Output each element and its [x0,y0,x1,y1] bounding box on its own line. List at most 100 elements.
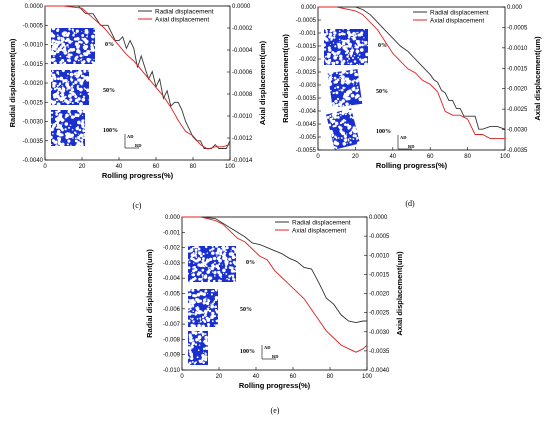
microstructure-inset [186,330,209,366]
microstructure-inset-grain [75,137,77,140]
microstructure-inset-grain [57,87,62,92]
microstructure-inset-grain [346,90,350,95]
microstructure-inset-grain [192,246,195,249]
y2-tick-label: -0.0005 [369,234,390,240]
microstructure-inset-grain [340,114,342,117]
microstructure-inset-grain [51,100,53,103]
microstructure-inset-grain [217,247,221,251]
microstructure-inset-grain [53,58,56,61]
microstructure-inset-grain [81,30,83,32]
microstructure-inset-grain [50,76,54,80]
microstructure-inset-grain [192,320,195,323]
microstructure-inset-grain [74,75,76,77]
microstructure-inset-grain [52,93,56,97]
microstructure-inset-grain [50,72,53,75]
y-tick-label: -0.0025 [23,100,44,106]
microstructure-inset-grain [201,324,206,329]
microstructure-inset-grain [334,87,337,89]
y-tick-label: -0.0005 [296,18,317,24]
microstructure-inset-grain [82,95,86,98]
microstructure-inset-grain [67,87,69,90]
microstructure-inset-grain [227,278,230,281]
microstructure-inset-grain [356,32,358,34]
microstructure-inset-grain [197,247,201,251]
microstructure-inset-grain [348,82,350,85]
microstructure-inset-grain [334,57,336,59]
microstructure-inset-grain [87,92,91,96]
microstructure-inset-grain [70,78,72,81]
microstructure-inset-grain [355,83,358,85]
microstructure-inset-grain [55,144,58,147]
microstructure-inset-grain [357,33,361,37]
microstructure-inset-grain [339,111,342,115]
microstructure-inset-grain [49,99,53,104]
microstructure-inset-grain [352,138,354,140]
microstructure-inset-grain [333,31,337,35]
microstructure-inset-grain [54,40,58,44]
microstructure-inset-grain [190,317,192,320]
y-axis-title: Radial displacement(um) [145,249,154,338]
microstructure-inset-grain [347,138,350,141]
y-axis-title: Radial displacement(um) [281,34,290,123]
microstructure-inset-grain [206,307,209,310]
microstructure-inset-grain [62,63,64,65]
microstructure-inset-grain [62,39,64,41]
microstructure-inset-grain [365,52,369,57]
y-tick-label: -0.0005 [23,23,44,29]
microstructure-inset-grain [339,104,342,107]
x-tick-label: 40 [389,154,396,160]
microstructure-inset-grain [366,45,368,47]
microstructure-inset-grain [187,288,191,292]
legend-label: Axial displacement [155,16,209,23]
microstructure-inset-grain [52,53,54,55]
microstructure-inset-grain [66,88,68,90]
microstructure-inset-grain [50,127,54,132]
microstructure-inset-grain [202,347,206,350]
microstructure-inset-grain [331,76,334,79]
microstructure-inset-grain [197,336,201,340]
microstructure-inset-grain [51,47,55,51]
microstructure-inset-grain [353,70,356,73]
y2-tick-label: -0.0006 [232,70,253,76]
microstructure-inset-grain [337,43,339,45]
microstructure-inset-grain [197,324,201,328]
microstructure-inset [186,287,220,329]
microstructure-inset-grain [327,55,330,58]
microstructure-inset-grain [56,132,59,135]
microstructure-inset-grain [333,36,336,39]
microstructure-inset-grain [67,139,71,143]
microstructure-inset-grain [187,266,191,270]
microstructure-inset-grain [211,271,214,273]
microstructure-inset-grain [327,46,331,50]
microstructure-inset-grain [332,138,334,140]
microstructure-inset-grain [82,74,85,76]
microstructure-inset-grain [355,63,359,67]
ad-label: AD [127,134,134,139]
microstructure-inset-grain [208,257,213,262]
microstructure-inset-grain [56,123,61,128]
microstructure-inset-grain [56,84,60,87]
microstructure-inset-grain [203,298,207,302]
microstructure-inset-grain [344,52,347,55]
microstructure-inset-grain [229,262,232,265]
microstructure-inset-grain [323,37,326,41]
panel-caption: (d) [405,199,415,208]
microstructure-inset-grain [339,77,341,80]
microstructure-inset-grain [328,82,333,86]
microstructure-inset-grain [212,256,217,261]
microstructure-inset-grain [228,257,232,261]
microstructure-inset-grain [356,93,359,97]
microstructure-inset-grain [192,252,195,255]
y-tick-label: -0.0035 [296,96,317,102]
microstructure-inset-grain [205,346,209,351]
microstructure-inset-grain [232,276,234,279]
microstructure-inset-grain [56,102,61,107]
microstructure-inset-grain [341,75,345,80]
microstructure-inset-grain [191,339,193,341]
microstructure-inset-grain [335,103,339,107]
microstructure-inset-grain [218,263,221,266]
microstructure-inset-grain [83,87,86,89]
microstructure-inset-grain [338,104,340,106]
microstructure-inset-grain [330,27,334,31]
microstructure-inset-grain [80,58,82,61]
